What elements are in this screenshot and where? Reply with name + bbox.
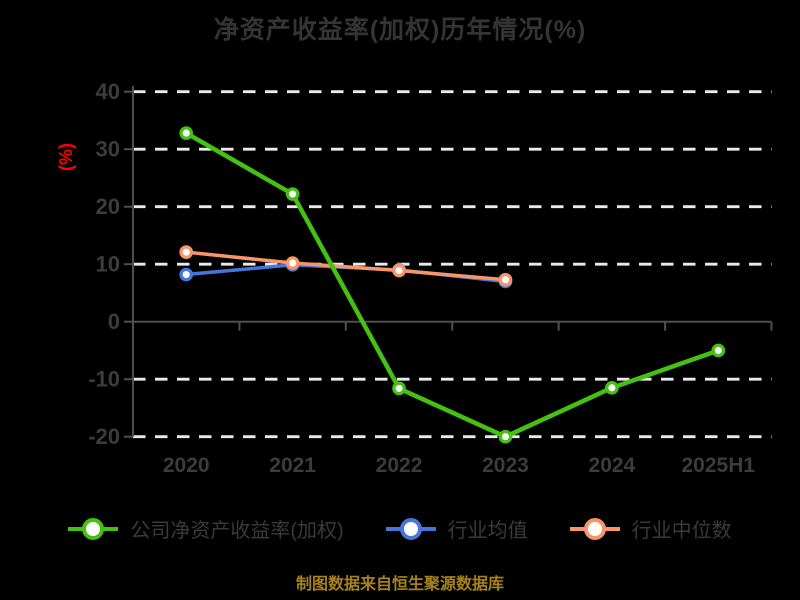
data-point-0-2025H1[interactable]	[711, 343, 726, 358]
y-tick-label: 0	[108, 309, 120, 334]
x-tick-label: 2020	[163, 454, 210, 477]
data-point-2-2020[interactable]	[179, 245, 194, 259]
legend-item-0[interactable]: 公司净资产收益率(加权)	[68, 514, 344, 543]
legend-label: 行业中位数	[631, 520, 732, 542]
data-point-0-2022[interactable]	[392, 381, 406, 396]
legend-item-2[interactable]: 行业中位数	[569, 514, 732, 543]
data-point-0-2024[interactable]	[605, 380, 619, 395]
y-tick-label: -10	[88, 367, 120, 392]
chart-canvas: 40 30 20 10 0 -10 -20 2020 2021 2022 2023 2024 2025H…	[56, 79, 773, 477]
legend-marker-icon	[385, 517, 436, 540]
x-tick-label: 2023	[482, 454, 529, 477]
y-tick-label: 20	[96, 194, 120, 219]
legend-marker-icon	[68, 517, 119, 540]
data-point-2-2021[interactable]	[285, 256, 300, 270]
x-tick-label: 2022	[376, 454, 423, 477]
data-point-2-2023[interactable]	[498, 272, 513, 287]
legend-label: 行业均值	[447, 520, 528, 542]
x-tick-label: 2025H1	[682, 454, 756, 477]
y-tick-label: -20	[88, 424, 120, 449]
legend-marker-icon	[569, 517, 620, 540]
data-point-0-2023[interactable]	[498, 429, 513, 444]
data-point-1-2020[interactable]	[179, 267, 194, 282]
data-source-note: 制图数据来自恒生聚源数据库	[295, 576, 504, 593]
data-point-0-2020[interactable]	[179, 126, 194, 140]
legend-label: 公司净资产收益率(加权)	[130, 520, 344, 542]
x-tick-label: 2021	[269, 454, 316, 477]
y-axis-title: (%)	[56, 143, 76, 171]
series-line-0	[183, 130, 721, 439]
legend-item-1[interactable]: 行业均值	[385, 514, 528, 543]
x-tick-label: 2024	[589, 454, 636, 477]
data-point-0-2021[interactable]	[285, 187, 300, 201]
y-tick-label: 30	[96, 137, 120, 162]
chart-title: 净资产收益率(加权)历年情况(%)	[213, 16, 587, 44]
y-tick-label: 10	[96, 252, 120, 277]
chart-legend: 公司净资产收益率(加权) 行业均值 行业中位数	[0, 514, 800, 543]
data-point-2-2022[interactable]	[392, 263, 406, 278]
y-tick-label: 40	[96, 79, 120, 104]
series-line-2	[184, 250, 508, 282]
